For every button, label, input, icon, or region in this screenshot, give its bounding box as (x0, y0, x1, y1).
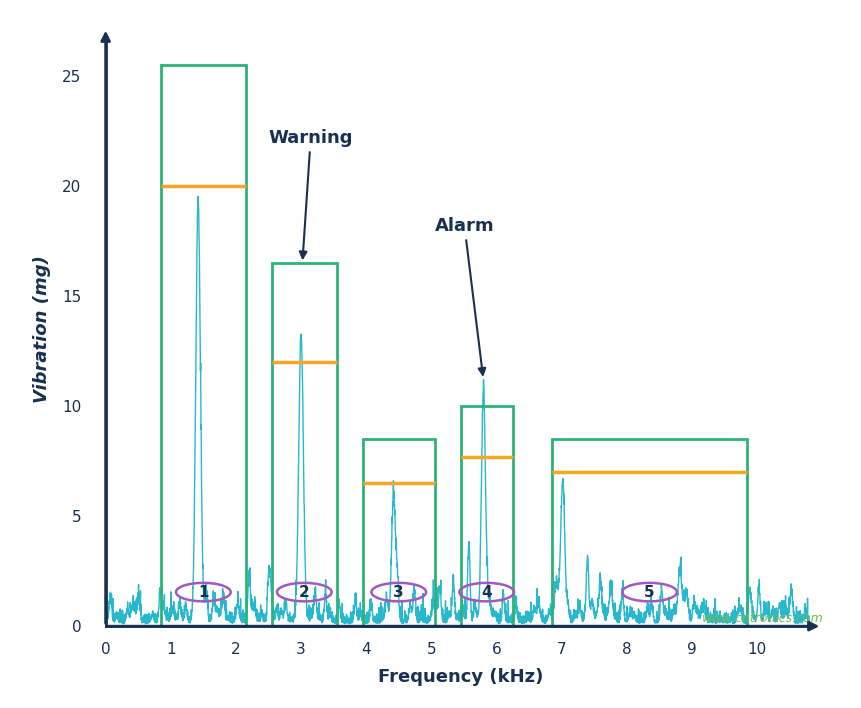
Text: Alarm: Alarm (435, 217, 494, 375)
Text: 2: 2 (299, 585, 310, 600)
Text: 1: 1 (198, 585, 208, 600)
Bar (272, 263, 337, 626)
Bar (461, 406, 513, 626)
Text: 5: 5 (644, 585, 655, 600)
Y-axis label: Vibration (mg): Vibration (mg) (33, 256, 51, 403)
Bar (161, 65, 245, 626)
Text: 4: 4 (481, 585, 492, 600)
Text: www.cntronics.com: www.cntronics.com (703, 612, 824, 625)
Text: Warning: Warning (269, 129, 353, 258)
Bar (552, 439, 747, 626)
X-axis label: Frequency (kHz): Frequency (kHz) (378, 668, 543, 686)
Text: 3: 3 (393, 585, 404, 600)
Bar (363, 439, 435, 626)
